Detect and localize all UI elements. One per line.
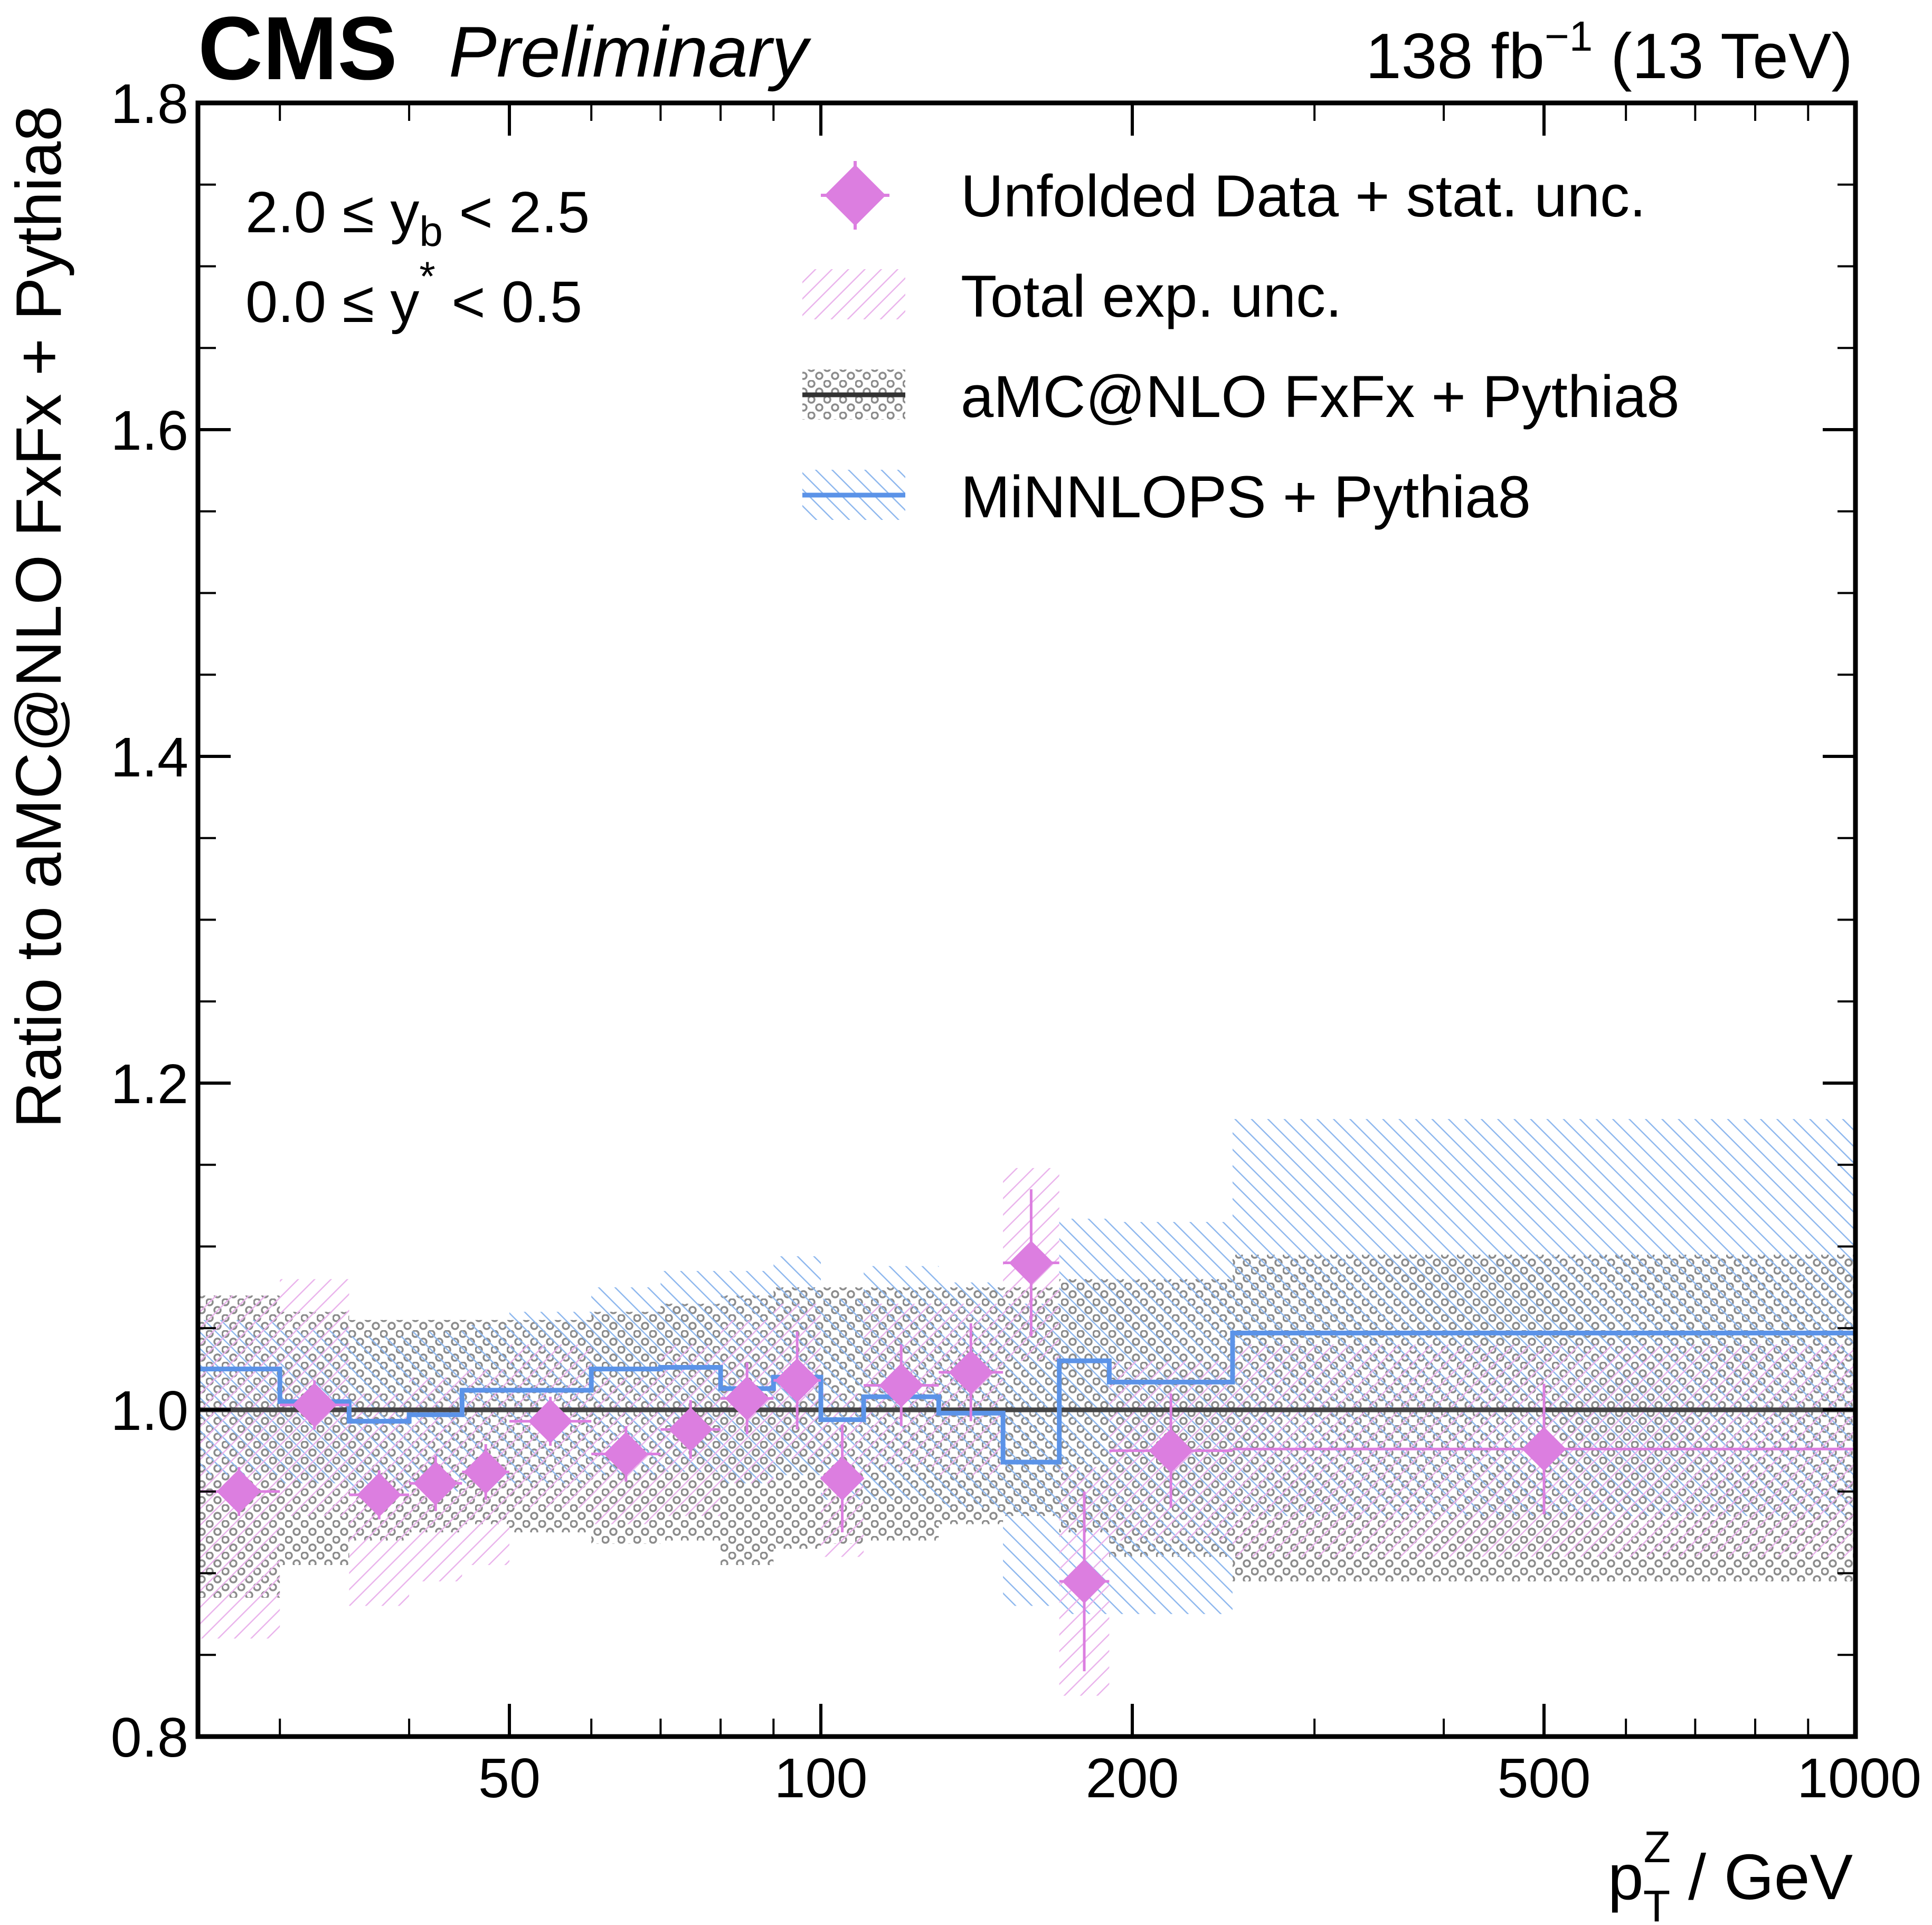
- data-point-marker: [216, 1469, 261, 1514]
- y-tick-label: 1.8: [111, 73, 188, 135]
- data-point-marker: [413, 1461, 458, 1506]
- data-point-marker: [1062, 1559, 1107, 1604]
- x-axis-label: pZ T / GeV: [1608, 1822, 1853, 1925]
- legend-label-data: Unfolded Data + stat. unc.: [961, 163, 1646, 229]
- y-tick-label: 1.6: [111, 400, 188, 462]
- yb-range-label: 2.0 ≤ yb < 2.5: [245, 180, 590, 255]
- data-point-marker: [879, 1363, 924, 1408]
- x-tick-label: 200: [1086, 1747, 1179, 1809]
- legend-minnlo-swatch: [802, 470, 905, 520]
- legend-nlo-swatch: [802, 369, 905, 420]
- uncertainty-bands: [198, 1119, 1855, 1696]
- data-point-marker: [820, 1456, 865, 1501]
- data-point: [721, 1362, 774, 1435]
- data-point-marker: [775, 1358, 820, 1403]
- data-point-marker: [1009, 1240, 1054, 1285]
- data-point-marker: [528, 1399, 573, 1444]
- y-tick-label: 0.8: [111, 1706, 188, 1769]
- data-point: [591, 1426, 661, 1482]
- data-point: [864, 1344, 939, 1426]
- x-tick-label: 500: [1498, 1747, 1591, 1809]
- x-tick-label: 50: [478, 1747, 541, 1809]
- data-point: [409, 1455, 462, 1511]
- y-axis-label: Ratio to aMC@NLO FxFx + Pythia8: [3, 106, 74, 1129]
- data-point: [660, 1400, 721, 1459]
- x-tick-label: 1000: [1797, 1747, 1921, 1809]
- experiment-label: CMS: [198, 0, 397, 99]
- data-point: [1003, 1189, 1059, 1336]
- data-point-marker: [463, 1449, 508, 1494]
- y-tick-label: 1.0: [111, 1380, 188, 1442]
- legend-label-expunc: Total exp. unc.: [961, 263, 1342, 329]
- status-label: Preliminary: [449, 12, 811, 92]
- data-point: [939, 1323, 1003, 1421]
- y-tick-label: 1.2: [111, 1053, 188, 1115]
- axis-ticks: [198, 101, 1857, 1738]
- data-point: [509, 1397, 592, 1446]
- axis-tick-labels: 0.8 1.0 1.2 1.4 1.6 1.8 50 100 200 500 1000: [111, 73, 1921, 1809]
- data-point-marker: [1149, 1428, 1194, 1473]
- legend-expunc-swatch: [802, 269, 905, 319]
- x-tick-label: 100: [774, 1747, 868, 1809]
- data-point: [773, 1331, 821, 1430]
- data-point-marker: [668, 1407, 713, 1452]
- data-point: [349, 1470, 410, 1520]
- data-point: [1059, 1491, 1110, 1672]
- legend-label-minnlo: MiNNLOPS + Pythia8: [961, 464, 1531, 530]
- data-point-marker: [357, 1472, 402, 1517]
- lumi-label: 138 fb−1 (13 TeV): [1366, 13, 1853, 92]
- data-point-marker: [292, 1382, 337, 1427]
- minnlo-line: [198, 1331, 1855, 1465]
- data-point: [462, 1444, 510, 1500]
- data-point-marker: [949, 1350, 993, 1395]
- legend-label-nlo: aMC@NLO FxFx + Pythia8: [961, 364, 1680, 430]
- data-point: [820, 1424, 865, 1533]
- y-tick-label: 1.4: [111, 726, 188, 789]
- ystar-range-label: 0.0 ≤ y* < 0.5: [245, 253, 582, 335]
- data-point: [1232, 1383, 1855, 1515]
- data-points: [198, 1189, 1855, 1672]
- legend-data-marker: [821, 161, 889, 230]
- legend: Unfolded Data + stat. unc. Total exp. un…: [802, 161, 1680, 530]
- data-point-marker: [1521, 1427, 1566, 1472]
- data-point: [280, 1380, 349, 1430]
- data-point-marker: [603, 1431, 648, 1476]
- data-point-marker: [725, 1376, 770, 1421]
- data-point: [1109, 1393, 1233, 1508]
